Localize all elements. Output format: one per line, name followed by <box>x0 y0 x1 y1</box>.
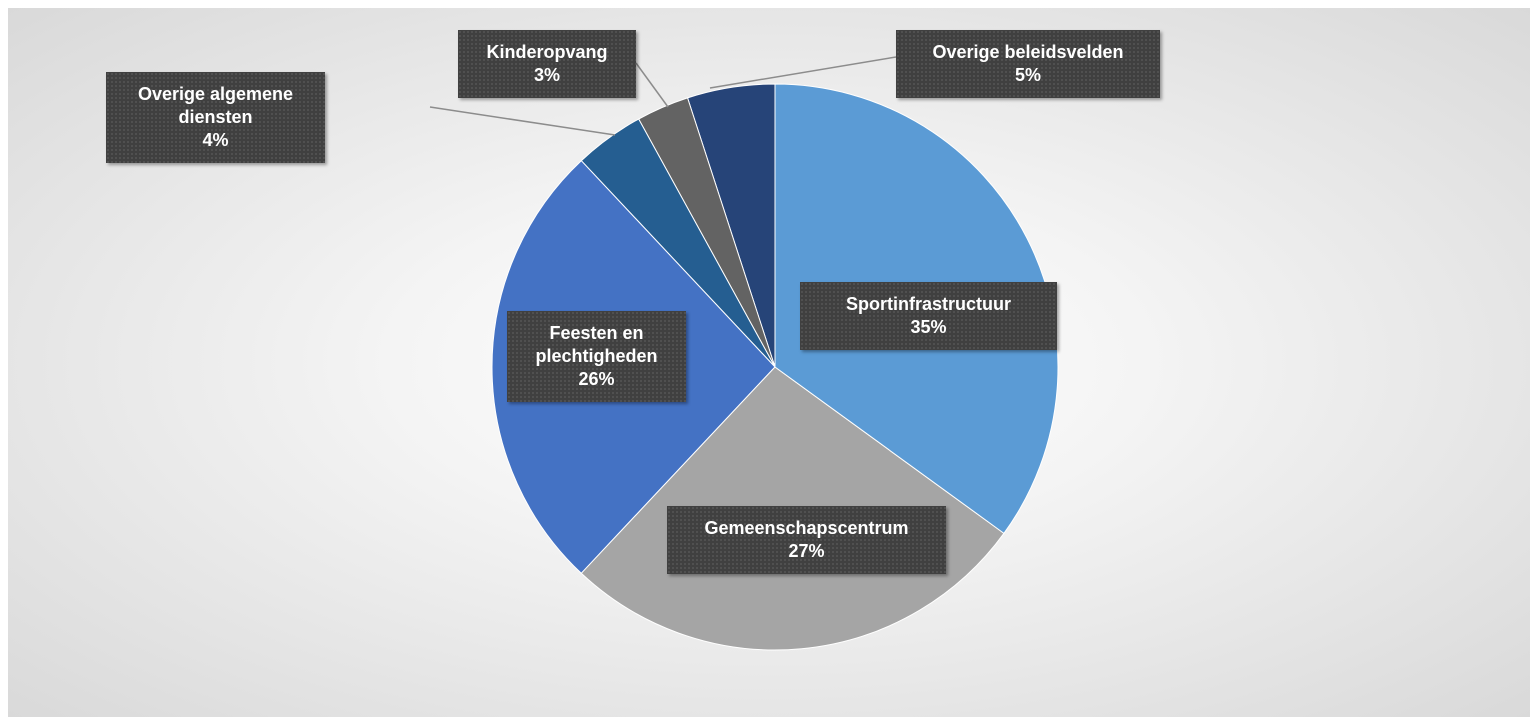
category-label: Overige beleidsvelden <box>932 42 1124 62</box>
data-label: Overige beleidsvelden 5% <box>896 30 1160 98</box>
data-label: Sportinfrastructuur 35% <box>800 282 1057 350</box>
leader-line <box>429 106 616 136</box>
category-label: Overige algemene diensten <box>137 84 294 127</box>
category-label: Kinderopvang <box>486 42 608 62</box>
data-label: Feesten en plechtigheden 26% <box>507 311 686 402</box>
category-label: Sportinfrastructuur <box>845 294 1011 314</box>
value-label: 5% <box>1014 65 1041 85</box>
chart: Sportinfrastructuur 35% Gemeenschapscentru… <box>8 8 1530 717</box>
leader-line <box>635 62 669 108</box>
value-label: 27% <box>788 541 825 561</box>
data-label: Kinderopvang 3% <box>458 30 636 98</box>
category-label: Feesten en plechtigheden <box>535 323 658 366</box>
value-label: 3% <box>533 65 560 85</box>
value-label: 26% <box>578 369 615 389</box>
category-label: Gemeenschapscentrum <box>704 518 909 538</box>
value-label: 35% <box>910 317 947 337</box>
data-label: Overige algemene diensten 4% <box>106 72 325 163</box>
value-label: 4% <box>202 130 229 150</box>
leader-line <box>709 56 897 89</box>
data-label: Gemeenschapscentrum 27% <box>667 506 946 574</box>
